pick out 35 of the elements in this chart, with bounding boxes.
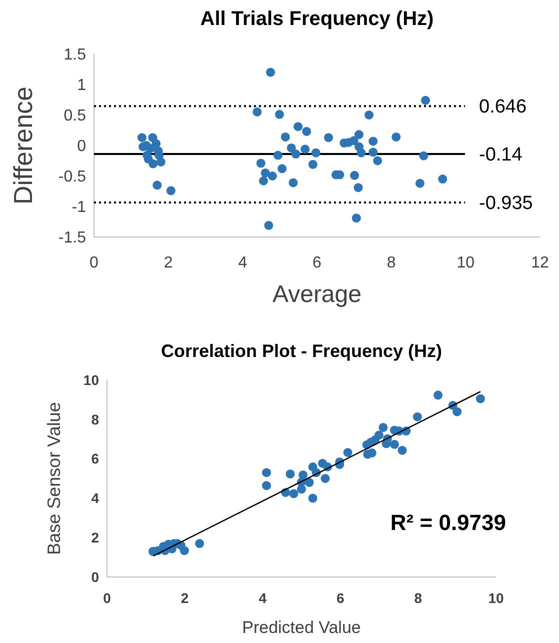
chart-title: All Trials Frequency (Hz) [200, 8, 434, 30]
y-tick-label: 6 [91, 450, 100, 467]
y-tick-label: -1.5 [58, 230, 86, 247]
x-axis-title: Average [272, 281, 362, 308]
y-tick-label: 2 [91, 530, 100, 546]
ref-line-label: 0.646 [479, 96, 527, 118]
y-tick-label: 0 [91, 568, 100, 585]
x-tick-label: 10 [488, 590, 504, 606]
x-tick-label: 2 [164, 254, 173, 272]
y-axis-title: Base Sensor Value [44, 402, 64, 555]
x-tick-label: 6 [336, 590, 344, 606]
x-tick-label: 12 [531, 254, 549, 272]
x-tick-label: 4 [238, 254, 248, 272]
y-tick-label: -0.5 [58, 168, 86, 186]
y-tick-label: -1 [72, 199, 86, 216]
y-tick-label: 10 [83, 372, 100, 388]
y-axis-title: Difference [8, 86, 38, 205]
x-tick-label: 8 [386, 254, 396, 272]
y-tick-label: 0 [77, 138, 86, 156]
y-tick-label: 8 [91, 411, 100, 428]
y-tick-label: 0.5 [64, 108, 86, 125]
chart-title: Correlation Plot - Frequency (Hz) [160, 341, 442, 361]
x-tick-label: 6 [312, 254, 322, 272]
x-tick-label: 8 [414, 590, 422, 606]
x-tick-label: 0 [103, 590, 112, 606]
y-tick-label: 1 [77, 77, 86, 94]
x-tick-label: 10 [456, 254, 475, 272]
annotation: R² = 0.9739 [390, 510, 506, 535]
x-tick-label: 4 [258, 590, 267, 606]
ref-line-label: -0.14 [479, 144, 523, 166]
x-axis-title: Predicted Value [242, 618, 361, 637]
x-tick-label: 2 [180, 590, 189, 606]
y-tick-label: 1.5 [64, 46, 86, 64]
y-tick-label: 4 [91, 490, 100, 506]
ref-line-label: -0.935 [479, 193, 533, 214]
